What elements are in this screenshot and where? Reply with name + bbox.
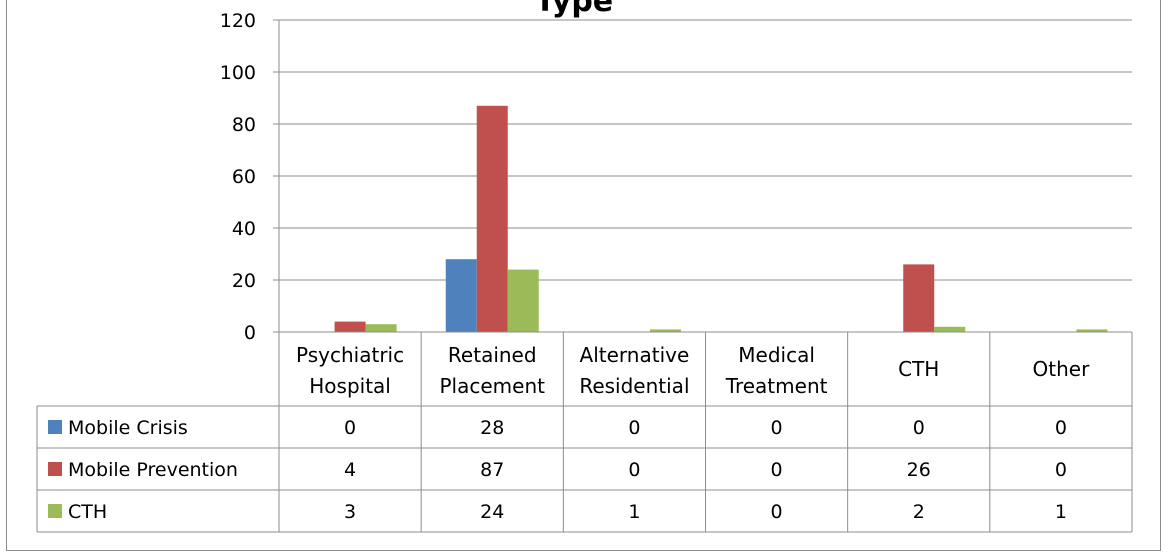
table-cell: 24 [480,501,504,523]
category-label: Placement [440,374,546,398]
category-label: Other [1033,357,1091,381]
y-tick-label: 80 [232,114,256,136]
table-cell: 0 [771,459,783,481]
data-table: Psychiatric Hospital Retained Placement Alte… [36,331,1133,533]
table-cell: 87 [480,459,504,481]
table-cell: 0 [344,417,356,439]
table-cell: 3 [344,501,356,523]
y-tick-label: 20 [232,270,256,292]
bar-cth [507,269,539,332]
y-tick-label: 100 [220,62,256,84]
category-label: Medical [738,343,815,367]
table-cell: 0 [628,417,640,439]
table-cell: 0 [1055,417,1067,439]
bar-mobile-prevention [476,105,508,332]
bar-mobile-crisis [445,259,477,332]
legend-label: Mobile Crisis [68,417,188,439]
table-cell: 26 [907,459,931,481]
legend-swatch [48,504,62,518]
table-cell: 0 [771,417,783,439]
legend-swatch [48,462,62,476]
y-axis-ticks: 0 20 40 60 80 100 120 [220,10,280,344]
y-tick-label: 40 [232,218,256,240]
table-cell: 2 [913,501,925,523]
table-cell: 0 [771,501,783,523]
table-cell: 28 [480,417,504,439]
gridlines [279,19,1132,281]
category-label: Residential [579,374,689,398]
y-tick-label: 120 [220,10,256,32]
table-cell: 0 [1055,459,1067,481]
table-cell: 0 [628,459,640,481]
legend-swatch [48,420,62,434]
y-tick-label: 60 [232,166,256,188]
table-cell: 1 [1055,501,1067,523]
bar-cth [1076,329,1108,332]
category-label: Treatment [725,374,828,398]
category-label: CTH [898,357,939,381]
table-cell: 0 [913,417,925,439]
table-cell: 1 [628,501,640,523]
chart-title: Type [535,0,613,19]
chart-frame [6,0,1161,551]
category-label: Hospital [309,374,391,398]
table-cell: 4 [344,459,356,481]
category-label: Alternative [580,343,690,367]
bars [334,105,1108,332]
category-label: Retained [448,343,537,367]
category-label: Psychiatric [296,343,404,367]
bar-mobile-prevention [334,321,366,332]
bar-cth [365,324,397,332]
y-tick-label: 0 [244,322,256,344]
bar-cth [649,329,681,332]
bar-cth [934,326,966,332]
bar-mobile-prevention [903,264,935,332]
legend-label: Mobile Prevention [68,459,238,481]
legend-label: CTH [68,501,107,523]
